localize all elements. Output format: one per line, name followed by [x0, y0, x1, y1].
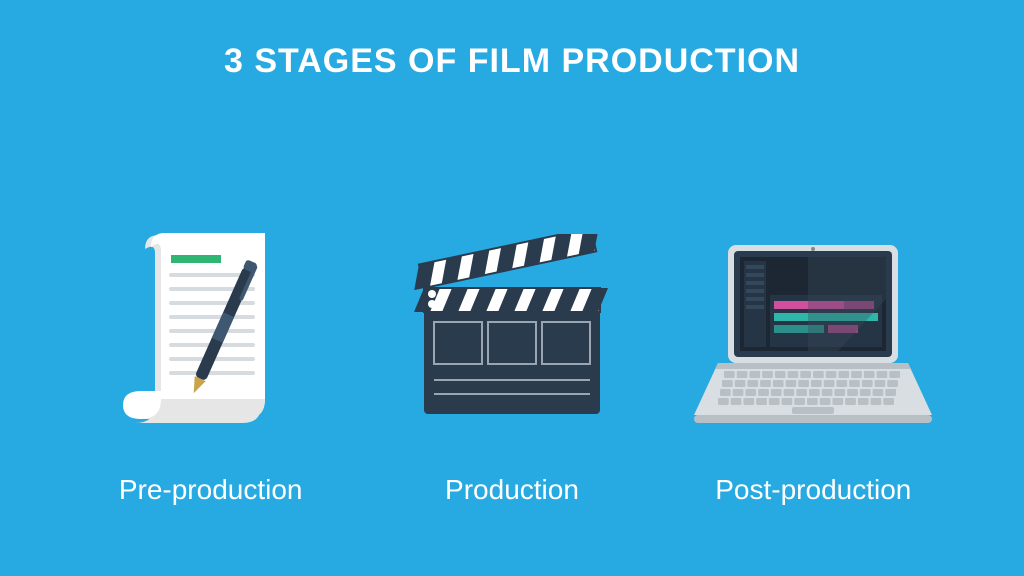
- stage-post-production: Post-production: [673, 204, 953, 506]
- page-title: 3 STAGES OF FILM PRODUCTION: [224, 42, 800, 81]
- infographic-page: 3 STAGES OF FILM PRODUCTION Pre-producti…: [0, 0, 1024, 576]
- stage-production: Production: [372, 204, 652, 506]
- laptop-icon: [688, 204, 938, 464]
- stage-label: Pre-production: [119, 474, 303, 506]
- stage-label: Post-production: [715, 474, 911, 506]
- script-icon: [111, 204, 311, 464]
- stage-pre-production: Pre-production: [71, 204, 351, 506]
- stage-label: Production: [445, 474, 579, 506]
- clapper-icon: [402, 204, 622, 464]
- stages-row: Pre-production Production Post-productio…: [0, 81, 1024, 576]
